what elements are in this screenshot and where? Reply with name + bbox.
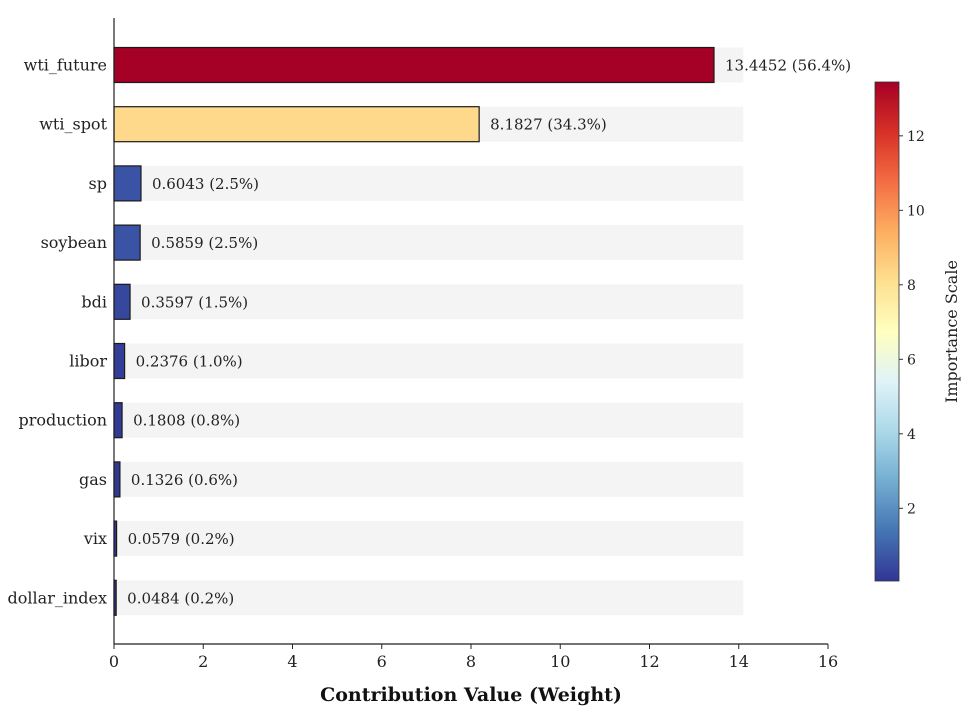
colorbar-label: Importance Scale [942,260,961,403]
value-label: 0.1326 (0.6%) [131,471,238,489]
bar [113,342,126,380]
bar [113,224,141,261]
bar [113,283,131,320]
value-label: 0.0579 (0.2%) [128,530,235,548]
value-label: 8.1827 (34.3%) [490,116,607,134]
x-tick-label: 10 [550,652,570,671]
category-label: gas [79,470,107,489]
value-labels: 13.4452 (56.4%) 8.1827 (34.3%) 0.6043 (2.5… [127,57,851,608]
value-label: 0.0484 (0.2%) [127,589,234,607]
colorbar-gradient [874,81,900,582]
colorbar-tick-label: 6 [907,352,916,368]
value-label: 0.5859 (2.5%) [151,234,258,252]
bar-track [114,165,744,201]
value-label: 0.2376 (1.0%) [136,353,243,371]
x-ticks: 0 2 4 6 8 10 12 14 16 [109,644,838,671]
value-label: 0.6043 (2.5%) [152,175,259,193]
bar [113,402,123,439]
category-label: bdi [81,292,107,311]
bar-track [114,461,744,497]
category-label: dollar_index [8,588,107,607]
bar-track [114,343,744,379]
x-tick-label: 2 [198,652,208,671]
category-label: vix [83,529,107,548]
category-label: wti_spot [39,115,107,134]
bar [113,165,142,202]
category-label: sp [89,174,107,193]
category-label: wti_future [24,56,107,75]
bar-track [114,521,744,557]
colorbar-tick-label: 12 [907,129,925,145]
bar-track [114,225,744,261]
value-label: 0.3597 (1.5%) [141,293,248,311]
x-tick-label: 16 [818,652,838,671]
bar [113,46,715,84]
bars [113,46,715,616]
x-tick-label: 8 [466,652,476,671]
colorbar-tick-label: 10 [907,203,925,219]
colorbar-tick-label: 2 [907,501,916,517]
x-tick-label: 12 [639,652,659,671]
bar [113,461,121,498]
value-label: 0.1808 (0.8%) [133,412,240,430]
background-tracks [114,47,744,616]
bar-track [114,402,744,438]
colorbar-ticks: 2 4 6 8 10 12 [899,129,925,517]
bar-track [114,580,744,616]
colorbar: 2 4 6 8 10 12 Importance Scale [874,81,961,582]
bar-track [114,284,744,320]
value-label: 13.4452 (56.4%) [725,57,851,75]
x-tick-label: 14 [729,652,749,671]
category-label: production [18,411,107,430]
x-tick-label: 0 [109,652,119,671]
colorbar-tick-label: 4 [907,427,916,443]
x-tick-label: 6 [377,652,387,671]
x-tick-label: 4 [287,652,297,671]
colorbar-tick-label: 8 [907,278,916,294]
category-label: libor [69,352,107,371]
category-label: soybean [41,233,107,252]
bar [113,106,480,143]
x-axis-label: Contribution Value (Weight) [320,684,622,706]
